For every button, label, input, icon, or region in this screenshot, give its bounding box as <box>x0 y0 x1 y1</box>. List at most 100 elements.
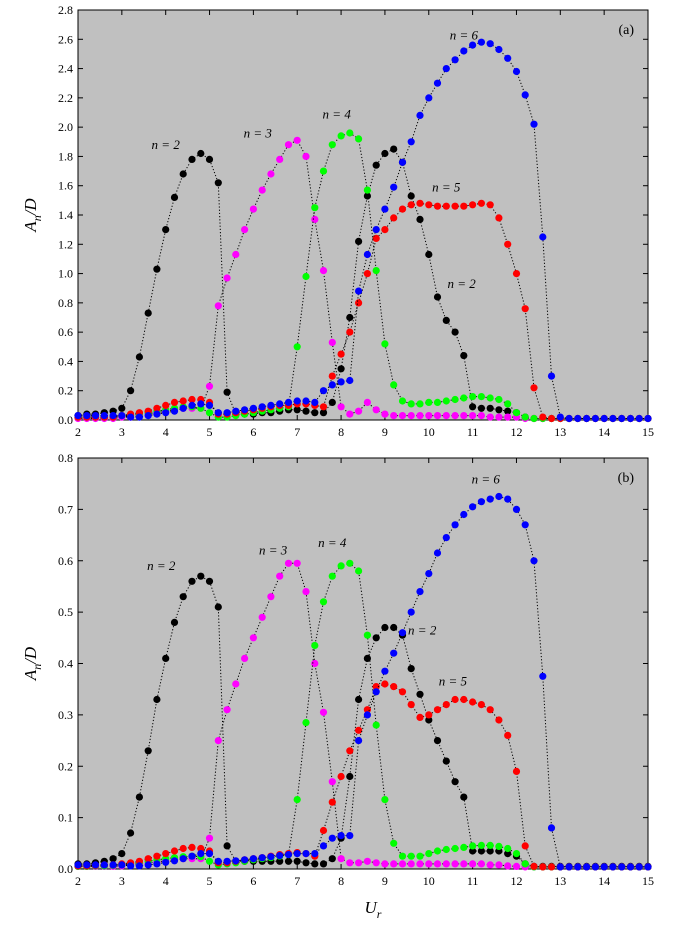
data-point <box>451 56 459 64</box>
data-point <box>469 842 477 850</box>
data-point <box>486 413 494 421</box>
data-point <box>372 859 380 867</box>
data-point <box>521 91 529 99</box>
data-point <box>469 503 477 511</box>
data-point <box>162 409 170 417</box>
data-point <box>521 305 529 313</box>
y-axis-title: An/D <box>21 646 44 681</box>
data-point <box>311 659 319 668</box>
data-point <box>223 842 231 850</box>
data-point <box>477 701 485 709</box>
data-point <box>337 132 345 140</box>
data-point <box>223 388 231 396</box>
data-point <box>170 857 179 865</box>
data-point <box>407 201 415 209</box>
y-tick-label: 0.5 <box>58 605 73 619</box>
data-point <box>241 226 249 234</box>
data-point <box>188 401 196 409</box>
data-point <box>144 855 152 863</box>
data-point <box>83 861 91 869</box>
data-point <box>407 608 415 616</box>
data-point <box>390 839 398 847</box>
data-point <box>293 343 301 351</box>
data-point <box>390 145 398 153</box>
data-point <box>214 737 222 745</box>
data-point <box>100 861 108 869</box>
data-point <box>565 863 573 871</box>
data-point <box>469 201 477 209</box>
data-point <box>556 863 564 871</box>
data-point <box>381 226 389 234</box>
data-point <box>241 856 249 864</box>
data-point <box>390 183 398 191</box>
data-point <box>223 706 231 714</box>
data-point <box>153 410 161 418</box>
data-point <box>249 634 257 642</box>
data-point <box>609 414 617 423</box>
data-point <box>442 860 450 868</box>
data-point <box>469 847 477 855</box>
panel-label: (b) <box>618 471 635 486</box>
data-point <box>346 313 354 322</box>
data-point <box>170 193 179 201</box>
data-point <box>407 400 415 408</box>
data-point <box>390 381 398 389</box>
data-point <box>355 299 363 307</box>
data-point <box>205 401 214 409</box>
data-point <box>372 267 380 275</box>
data-point <box>486 861 494 869</box>
x-tick-label: 8 <box>338 425 344 439</box>
data-point <box>83 412 91 420</box>
data-point <box>398 688 407 696</box>
data-point <box>433 737 442 745</box>
data-point <box>477 393 485 401</box>
data-point <box>267 593 275 601</box>
data-point <box>539 863 547 871</box>
data-point <box>460 510 468 519</box>
annotation-label: n = 3 <box>244 125 273 140</box>
data-point <box>521 521 529 529</box>
data-point <box>346 559 354 567</box>
data-point <box>293 559 301 567</box>
data-point <box>170 618 179 627</box>
data-point <box>504 844 512 853</box>
data-point <box>600 863 608 871</box>
data-point <box>460 860 468 868</box>
x-tick-label: 12 <box>510 425 522 439</box>
data-point <box>170 847 179 855</box>
data-point <box>600 414 608 423</box>
data-point <box>390 623 398 632</box>
data-point <box>127 387 135 395</box>
x-tick-label: 9 <box>382 425 388 439</box>
data-point <box>539 672 547 680</box>
data-point <box>223 409 231 417</box>
data-point <box>381 680 389 688</box>
y-tick-label: 0.7 <box>58 502 73 516</box>
data-point <box>302 152 310 160</box>
data-point <box>267 170 275 178</box>
data-point <box>355 237 363 245</box>
series-4 <box>74 492 652 871</box>
data-point <box>302 588 310 596</box>
data-point <box>530 557 538 565</box>
data-point <box>451 202 459 210</box>
y-tick-label: 0.0 <box>58 413 73 427</box>
data-point <box>583 863 591 871</box>
data-point <box>460 695 468 704</box>
data-point <box>319 387 328 395</box>
data-point <box>337 772 345 781</box>
data-point <box>486 201 494 209</box>
data-point <box>398 629 407 637</box>
data-point <box>460 47 468 55</box>
data-point <box>381 623 389 632</box>
data-point <box>583 414 591 423</box>
data-point <box>346 772 354 781</box>
data-point <box>539 413 547 421</box>
data-point <box>433 412 442 420</box>
data-point <box>407 192 415 200</box>
data-point <box>381 796 389 804</box>
x-tick-label: 14 <box>598 874 610 888</box>
data-point <box>398 158 407 166</box>
y-tick-label: 1.4 <box>58 208 73 222</box>
